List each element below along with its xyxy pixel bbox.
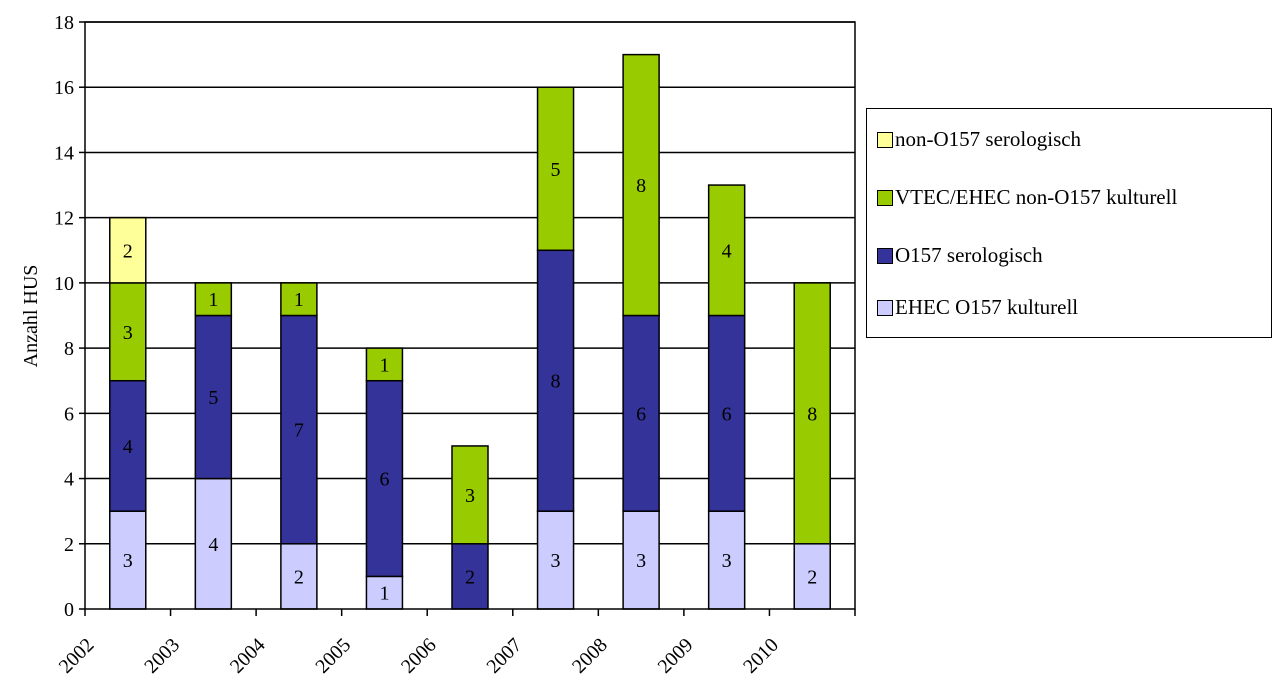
- y-tick-label: 2: [64, 534, 74, 556]
- bar-value-label: 8: [807, 403, 817, 425]
- bar-segment: [194, 282, 233, 317]
- bar-segment: [194, 314, 233, 480]
- bar-segment: [451, 445, 489, 545]
- bar-value-label: 1: [379, 583, 389, 605]
- plot-frame: [84, 21, 856, 610]
- bar-segment: [707, 510, 746, 610]
- bar-value-label: 3: [465, 485, 475, 507]
- y-axis-label: Anzahl HUS: [20, 265, 42, 368]
- bar-value-label: 3: [722, 550, 732, 572]
- x-tick-label: 2002: [55, 634, 99, 678]
- legend-label: VTEC/EHEC non-O157 kulturell: [895, 185, 1178, 209]
- bar-segment: [622, 314, 660, 512]
- bar-value-label: 5: [208, 387, 218, 409]
- legend-label: non-O157 serologisch: [895, 127, 1082, 151]
- bar-segment: [707, 314, 746, 512]
- bar-value-label: 6: [379, 469, 389, 491]
- legend-swatch-non-o157-serologisch: [877, 131, 893, 148]
- bar-value-label: 4: [722, 240, 732, 262]
- axes: [79, 21, 856, 616]
- bar-value-label: 8: [636, 175, 646, 197]
- y-tick-label: 4: [64, 469, 74, 491]
- bar-segment: [451, 543, 489, 610]
- bar-segment: [793, 543, 831, 610]
- bar-value-label: 6: [722, 403, 732, 425]
- bar-segment: [536, 249, 575, 512]
- bar-segment: [622, 510, 660, 610]
- y-tick-labels: 0 2 4 6 8 10 12 14 16 18: [54, 12, 74, 621]
- bar-value-label: 8: [551, 371, 561, 393]
- legend-label: EHEC O157 kulturell: [895, 295, 1079, 319]
- bar-value-label: 2: [465, 566, 475, 588]
- bar-value-label: 1: [208, 289, 218, 311]
- legend-item-non-o157-serologisch: non-O157 serologisch: [877, 127, 1081, 152]
- bar-value-label: 4: [123, 436, 133, 458]
- bar-segment: [280, 282, 318, 317]
- bar-value-label: 2: [807, 566, 817, 588]
- bar-segment: [109, 379, 147, 512]
- bar-value-label: 1: [379, 354, 389, 376]
- y-tick-label: 6: [64, 403, 74, 425]
- legend-item-vtec-ehec-non-o157-kulturell: VTEC/EHEC non-O157 kulturell: [877, 185, 1177, 210]
- bar-segment: [707, 184, 746, 317]
- bar-segment: [536, 510, 575, 610]
- x-tick-label: 2010: [739, 634, 783, 678]
- bar-value-label: 1: [294, 289, 304, 311]
- bar-segment: [365, 347, 404, 382]
- bar-value-label: 2: [123, 240, 133, 262]
- bar-segment: [109, 216, 147, 284]
- x-tick-label: 2007: [482, 634, 526, 678]
- legend-item-ehec-o157-kulturell: EHEC O157 kulturell: [877, 295, 1078, 320]
- y-tick-label: 10: [54, 273, 74, 295]
- bar-value-label: 3: [636, 550, 646, 572]
- x-tick-label: 2004: [226, 634, 270, 678]
- x-tick-label: 2005: [311, 634, 355, 678]
- x-tick-label: 2003: [140, 634, 184, 678]
- bar-value-label: 3: [123, 550, 133, 572]
- legend-swatch-ehec-o157-kulturell: [877, 299, 893, 316]
- x-tick-label: 2006: [397, 634, 441, 678]
- bar-segment: [280, 314, 318, 545]
- x-tick-labels: 2002 2003 2004 2005 2006 2007 2008 2009 2010: [55, 634, 783, 678]
- y-tick-label: 16: [54, 77, 74, 99]
- legend-swatch-o157-serologisch: [877, 247, 893, 264]
- bar-value-label: 6: [636, 403, 646, 425]
- bar-segment: [622, 53, 660, 317]
- x-tick-label: 2009: [654, 634, 698, 678]
- y-tick-label: 18: [54, 12, 74, 34]
- y-tick-label: 0: [64, 599, 74, 621]
- bar-segment: [280, 543, 318, 610]
- bar-segment: [793, 282, 831, 545]
- bar-segment: [365, 379, 404, 578]
- bar-segment: [536, 86, 575, 252]
- bar-value-label: 2: [294, 566, 304, 588]
- y-tick-label: 14: [54, 142, 74, 164]
- bar-value-label: 4: [208, 534, 218, 556]
- x-tick-label: 2008: [568, 634, 612, 678]
- bar-value-label: 7: [294, 420, 304, 442]
- bar-value-label: 3: [551, 550, 561, 572]
- legend-item-o157-serologisch: O157 serologisch: [877, 243, 1043, 268]
- y-tick-label: 8: [64, 338, 74, 360]
- bar-value-label: 3: [123, 322, 133, 344]
- legend-label: O157 serologisch: [895, 243, 1043, 267]
- bar-value-label: 5: [551, 159, 561, 181]
- legend: non-O157 serologisch VTEC/EHEC non-O157 …: [866, 108, 1272, 338]
- legend-swatch-vtec-ehec-non-o157-kulturell: [877, 189, 893, 206]
- y-tick-label: 12: [54, 208, 74, 230]
